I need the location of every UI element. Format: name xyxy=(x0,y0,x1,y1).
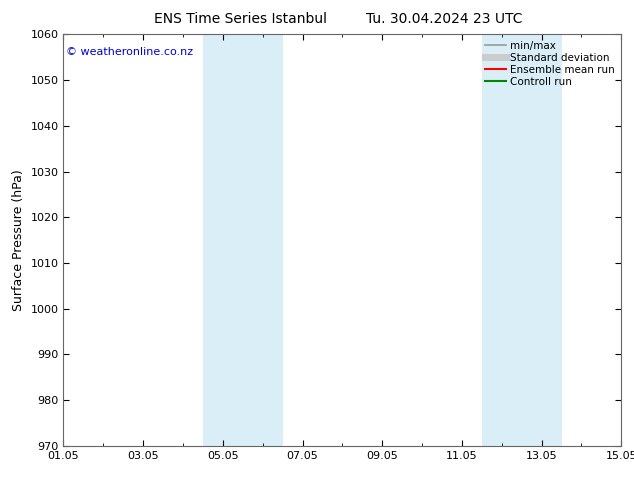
Y-axis label: Surface Pressure (hPa): Surface Pressure (hPa) xyxy=(12,169,25,311)
Text: © weatheronline.co.nz: © weatheronline.co.nz xyxy=(66,47,193,57)
Text: Tu. 30.04.2024 23 UTC: Tu. 30.04.2024 23 UTC xyxy=(366,12,522,26)
Bar xyxy=(482,34,562,446)
Legend: min/max, Standard deviation, Ensemble mean run, Controll run: min/max, Standard deviation, Ensemble me… xyxy=(481,36,619,91)
Text: ENS Time Series Istanbul: ENS Time Series Istanbul xyxy=(155,12,327,26)
Bar xyxy=(203,34,283,446)
